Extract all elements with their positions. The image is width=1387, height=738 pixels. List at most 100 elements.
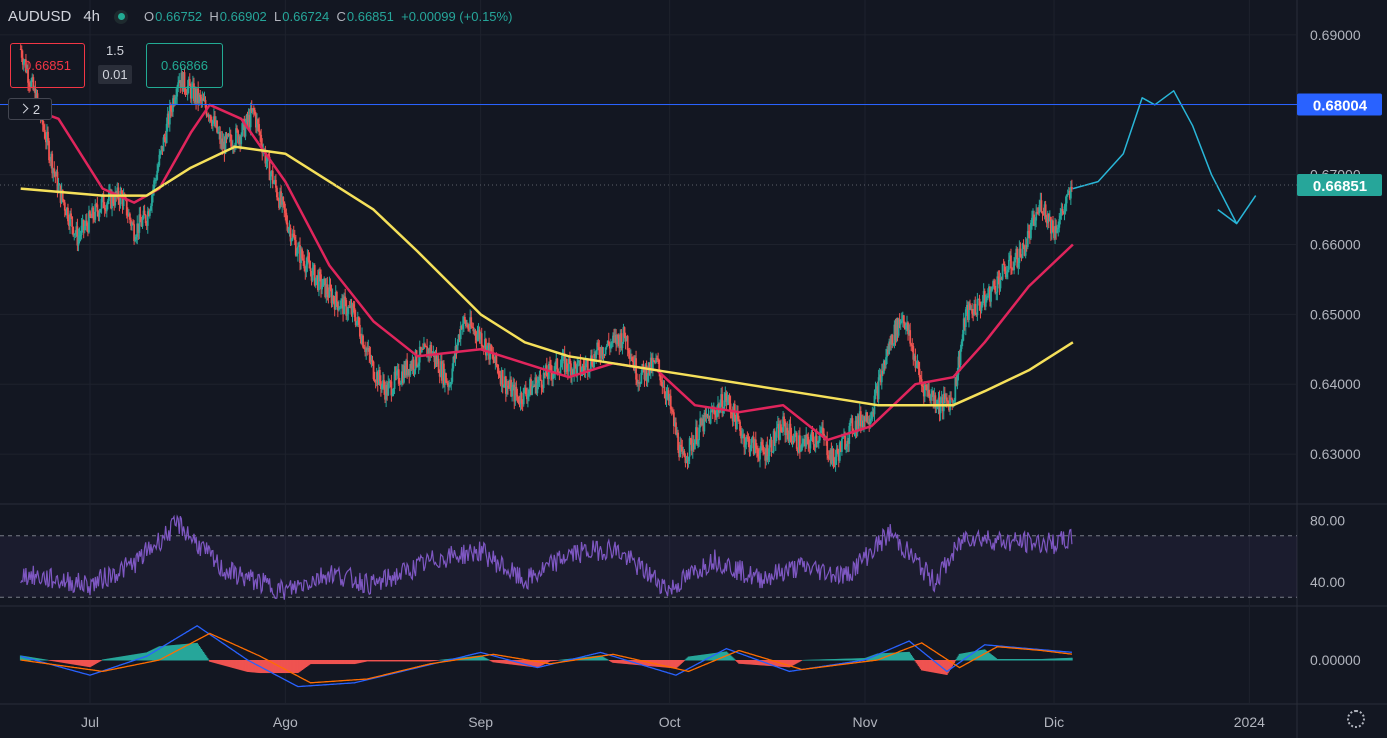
macd-histogram-bar: [827, 659, 830, 661]
timeframe-label[interactable]: 4h: [83, 8, 101, 25]
candle-body: [965, 305, 968, 310]
macd-histogram-bar: [949, 660, 951, 670]
candle-body: [1037, 212, 1040, 214]
macd-histogram-bar: [355, 660, 358, 664]
candle-body: [471, 326, 474, 328]
macd-histogram-bar: [346, 660, 349, 665]
horizontal-level-tag: [1297, 93, 1382, 116]
lot-size-value[interactable]: 0.01: [98, 64, 132, 84]
macd-histogram-bar: [825, 659, 827, 661]
candle-body: [908, 330, 911, 335]
candle-body: [517, 396, 520, 404]
candle-body: [51, 153, 54, 174]
candle-body: [339, 307, 341, 309]
candle-body: [228, 134, 231, 136]
macd-histogram-bar: [178, 644, 181, 661]
macd-histogram-bar: [1001, 659, 1004, 661]
macd-histogram-bar: [851, 658, 854, 661]
candle-body: [346, 313, 349, 316]
close-value: 0.66851: [346, 9, 394, 24]
candle-body: [629, 357, 632, 359]
candle-body: [963, 318, 966, 327]
candle-body: [1021, 243, 1024, 259]
candle-body: [287, 228, 290, 231]
candle-body: [893, 324, 896, 345]
macd-histogram-bar: [1037, 659, 1040, 661]
candle-body: [896, 318, 899, 336]
macd-histogram-bar: [439, 659, 442, 661]
candle-body: [800, 450, 802, 452]
macd-histogram-bar: [393, 660, 396, 662]
candle-body: [73, 233, 76, 236]
macd-histogram-bar: [99, 660, 102, 662]
candle-body: [537, 379, 540, 383]
macd-histogram-bar: [750, 660, 753, 665]
macd-histogram-bar: [338, 660, 340, 665]
macd-histogram-bar: [640, 660, 643, 666]
macd-histogram-bar: [313, 660, 316, 665]
buy-button[interactable]: 0.66866: [146, 43, 223, 88]
candle-body: [911, 344, 914, 347]
macd-histogram-bar: [838, 658, 841, 661]
macd-histogram-bar: [238, 660, 240, 670]
candle-body: [26, 68, 28, 72]
candle-body: [644, 365, 647, 380]
macd-histogram-bar: [312, 660, 315, 665]
macd-histogram-bar: [68, 660, 70, 664]
macd-histogram-bar: [1061, 658, 1064, 661]
macd-histogram-bar: [162, 645, 165, 661]
candle-body: [77, 236, 80, 246]
macd-histogram-bar: [498, 660, 501, 664]
macd-histogram-bar: [685, 658, 688, 661]
macd-histogram-bar: [32, 657, 35, 661]
macd-histogram-bar: [745, 660, 748, 665]
sell-button[interactable]: 0.66851: [10, 43, 85, 88]
candle-body: [764, 454, 767, 461]
candle-body: [427, 349, 430, 358]
candle-body: [766, 444, 769, 460]
candle-body: [216, 120, 218, 133]
macd-histogram-bar: [186, 643, 189, 661]
macd-histogram-bar: [645, 660, 648, 666]
candle-body: [689, 438, 692, 440]
candle-body: [765, 444, 768, 461]
macd-histogram-bar: [799, 660, 801, 662]
candle-body: [269, 173, 272, 181]
macd-histogram-bar: [228, 660, 231, 668]
candle-body: [214, 116, 216, 127]
macd-histogram-bar: [445, 659, 447, 661]
candle-body: [468, 328, 470, 330]
candle-body: [368, 347, 371, 355]
macd-histogram-bar: [271, 660, 274, 674]
candle-body: [159, 151, 162, 155]
macd-histogram-bar: [352, 660, 355, 665]
macd-histogram-bar: [224, 660, 227, 666]
candle-body: [628, 353, 631, 359]
candle-body: [116, 187, 119, 196]
macd-histogram-bar: [347, 660, 350, 665]
macd-histogram-bar: [97, 660, 100, 663]
macd-histogram-bar: [942, 660, 945, 675]
macd-histogram-bar: [927, 660, 929, 672]
symbol-label[interactable]: AUDUSD: [8, 8, 72, 25]
macd-histogram-bar: [176, 644, 178, 661]
indicator-legend-toggle[interactable]: 2: [8, 98, 52, 120]
candle-body: [864, 416, 866, 422]
candle-body: [31, 77, 34, 81]
macd-histogram-bar: [1046, 658, 1049, 661]
candle-body: [1028, 231, 1031, 239]
candle-body: [221, 138, 224, 149]
settings-gear-icon[interactable]: [1347, 710, 1365, 728]
candle-body: [209, 115, 212, 122]
macd-histogram-bar: [539, 660, 542, 667]
macd-histogram-bar: [688, 656, 691, 661]
macd-histogram-bar: [534, 660, 537, 668]
macd-histogram-bar: [790, 660, 793, 667]
candle-body: [78, 235, 81, 237]
macd-histogram-bar: [477, 655, 480, 661]
macd-histogram-bar: [883, 653, 885, 661]
macd-histogram-bar: [835, 658, 838, 661]
candle-body: [520, 393, 523, 403]
macd-histogram-bar: [473, 656, 476, 661]
